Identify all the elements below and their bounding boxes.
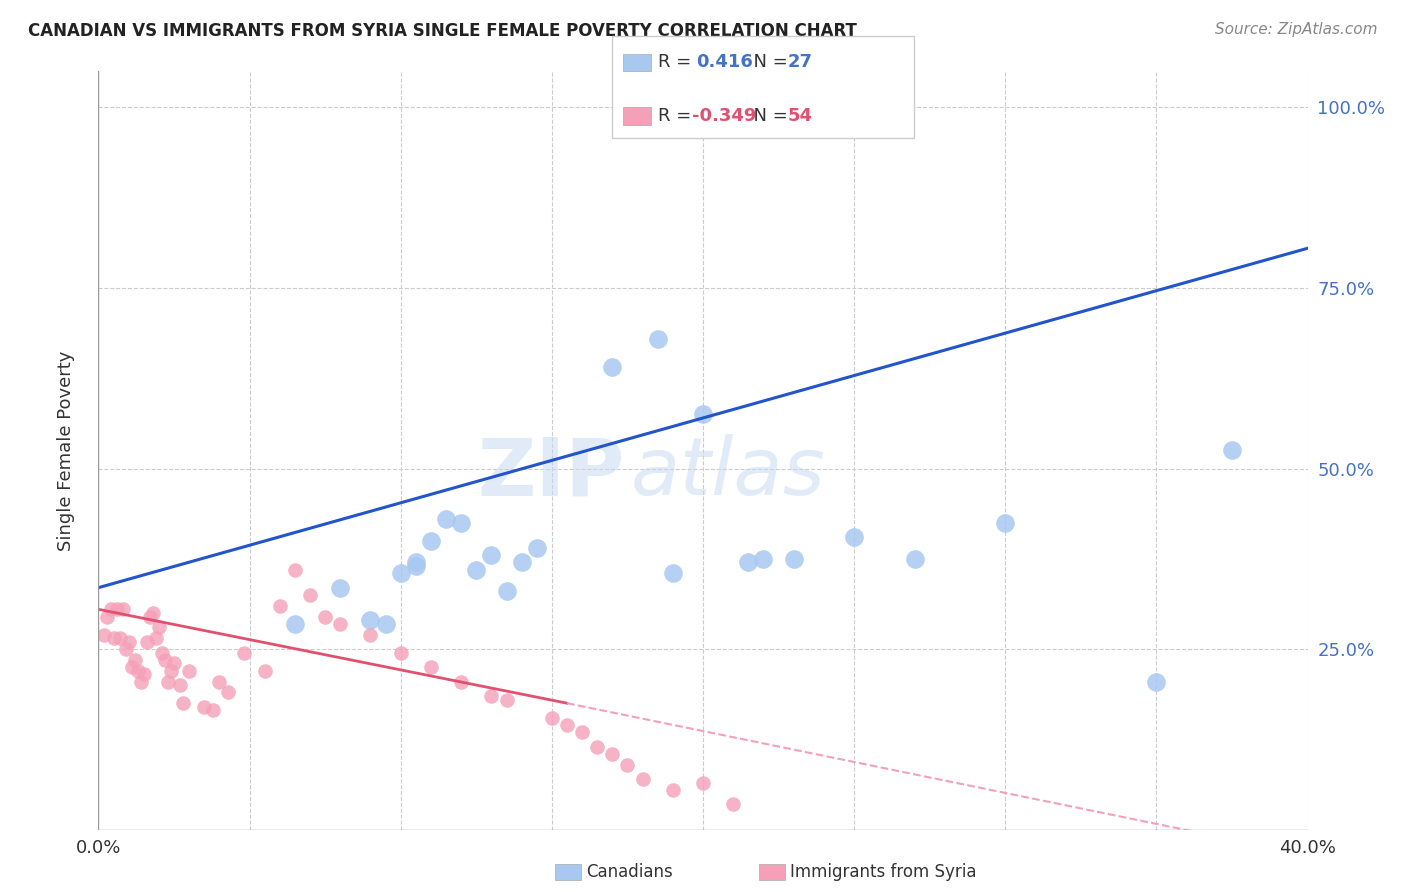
Point (631, 772, 654, 786)
Point (374, 616, 396, 631)
Point (737, 555, 759, 569)
Point (208, 674, 231, 689)
Point (481, 689, 503, 703)
Point (555, 718, 578, 732)
Point (661, 782, 683, 797)
Point (314, 609, 336, 624)
Text: Source: ZipAtlas.com: Source: ZipAtlas.com (1215, 22, 1378, 37)
Point (93, 627, 115, 641)
Point (269, 599, 291, 613)
Point (202, 703, 225, 717)
Point (647, 332, 669, 346)
Y-axis label: Single Female Poverty: Single Female Poverty (56, 351, 75, 550)
Point (1144, 674, 1167, 689)
Point (481, 548, 503, 562)
Point (135, 635, 157, 649)
Text: 0.416: 0.416 (696, 54, 752, 71)
Text: R =: R = (658, 107, 697, 125)
Point (540, 711, 562, 725)
Point (495, 584, 517, 599)
Point (118, 635, 141, 649)
Point (163, 657, 186, 671)
Point (661, 566, 683, 581)
Point (217, 685, 239, 699)
Point (172, 696, 194, 710)
Point (179, 664, 201, 678)
Point (148, 620, 170, 634)
Point (389, 646, 412, 660)
Point (616, 757, 638, 772)
Point (602, 747, 624, 761)
Point (405, 559, 427, 574)
Point (114, 642, 136, 657)
Point (329, 616, 352, 631)
Point (105, 602, 128, 616)
Point (142, 606, 165, 620)
Point (420, 660, 443, 674)
Point (783, 551, 806, 566)
Text: Immigrants from Syria: Immigrants from Syria (790, 863, 977, 881)
Point (284, 616, 307, 631)
Text: ZIP: ZIP (477, 434, 624, 512)
Point (450, 516, 472, 530)
Point (844, 530, 866, 544)
Point (692, 408, 714, 422)
Point (103, 631, 125, 645)
Point (153, 653, 176, 667)
Point (526, 541, 548, 555)
Point (169, 678, 191, 692)
Point (193, 699, 215, 714)
Point (752, 551, 775, 566)
Point (904, 551, 927, 566)
Point (586, 739, 609, 754)
Point (405, 555, 427, 569)
Point (692, 775, 714, 789)
Point (156, 674, 179, 689)
Text: -0.349: -0.349 (692, 107, 756, 125)
Point (602, 360, 624, 375)
Point (129, 674, 152, 689)
Point (96, 609, 118, 624)
Text: CANADIAN VS IMMIGRANTS FROM SYRIA SINGLE FEMALE POVERTY CORRELATION CHART: CANADIAN VS IMMIGRANTS FROM SYRIA SINGLE… (28, 22, 858, 40)
Point (111, 602, 134, 616)
Point (121, 660, 143, 674)
Point (994, 516, 1017, 530)
Point (253, 664, 276, 678)
Point (360, 627, 382, 641)
Point (1220, 443, 1243, 458)
Point (465, 563, 488, 577)
Text: Canadians: Canadians (586, 863, 673, 881)
Point (127, 664, 149, 678)
Point (329, 581, 352, 595)
Point (139, 609, 162, 624)
Point (495, 692, 517, 706)
Point (420, 533, 443, 548)
Point (124, 653, 146, 667)
Point (450, 674, 472, 689)
Text: atlas: atlas (630, 434, 825, 512)
Text: 27: 27 (787, 54, 813, 71)
Text: N =: N = (742, 107, 794, 125)
Text: R =: R = (658, 54, 703, 71)
Point (510, 555, 533, 569)
Point (284, 563, 307, 577)
Text: N =: N = (742, 54, 794, 71)
Point (145, 631, 167, 645)
Point (100, 602, 122, 616)
Point (132, 667, 155, 681)
Point (389, 566, 412, 581)
Point (299, 588, 322, 602)
Point (232, 646, 254, 660)
Point (108, 631, 131, 645)
Point (723, 797, 745, 812)
Point (571, 725, 593, 739)
Point (434, 512, 457, 526)
Point (360, 613, 382, 627)
Point (160, 664, 183, 678)
Text: 54: 54 (787, 107, 813, 125)
Point (150, 646, 173, 660)
